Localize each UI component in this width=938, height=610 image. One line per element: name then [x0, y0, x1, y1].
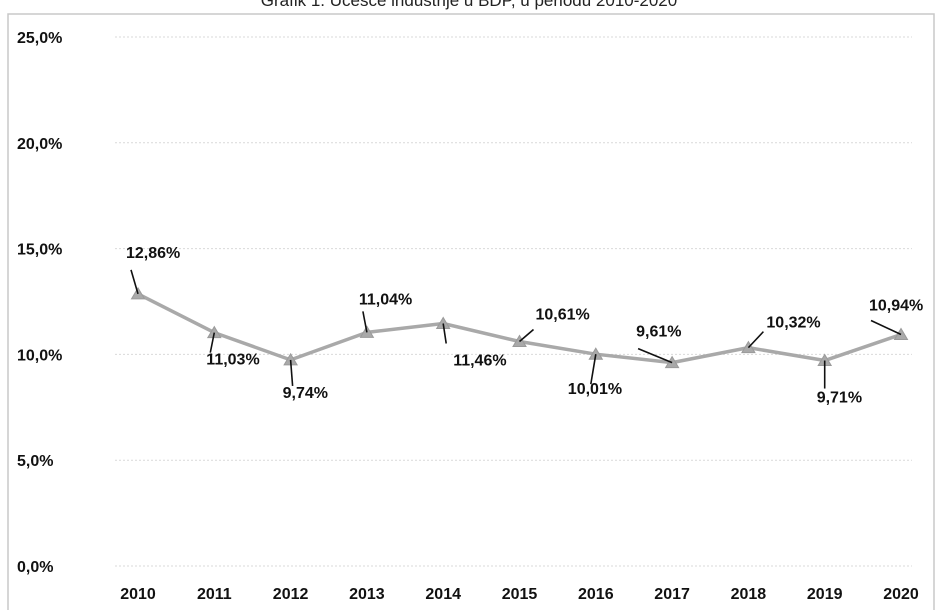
data-label-leader: [747, 331, 764, 349]
y-tick-label: 25,0%: [17, 30, 62, 47]
data-label-leader: [130, 269, 139, 295]
x-axis-ticks: 2010 2011 2012 2013 2014 2015 2016 2017 2018 2019…: [120, 586, 919, 603]
data-label-leader: [442, 323, 447, 344]
data-label-leader: [209, 332, 216, 353]
data-label-leader: [637, 347, 673, 364]
data-label: 9,71%: [817, 390, 862, 407]
data-label-leader: [518, 328, 535, 343]
y-axis-ticks: 0,0% 5,0% 10,0% 15,0% 20,0% 25,0%: [17, 30, 62, 576]
x-tick-label: 2011: [197, 586, 232, 603]
y-tick-label: 10,0%: [17, 347, 62, 364]
data-label: 12,86%: [126, 245, 180, 262]
data-point-marker: [206, 325, 222, 339]
y-tick-label: 15,0%: [17, 242, 62, 259]
chart-frame: [7, 13, 935, 610]
data-labels: 12,86% 11,03% 9,74% 11,04% 11,46% 10,61% 10,01…: [126, 245, 923, 407]
data-label: 10,32%: [766, 315, 820, 332]
data-label: 10,01%: [568, 381, 622, 398]
x-tick-label: 2020: [883, 586, 919, 603]
x-tick-label: 2013: [349, 586, 385, 603]
data-label: 9,74%: [283, 385, 328, 402]
x-tick-label: 2017: [654, 586, 690, 603]
y-tick-label: 5,0%: [17, 453, 53, 470]
data-label: 11,46%: [453, 353, 506, 370]
data-label-leader: [590, 354, 597, 385]
chart-title: Grafik 1. Učešće industrije u BDP, u per…: [260, 0, 678, 10]
data-label-leader: [870, 319, 902, 336]
data-point-marker: [588, 347, 604, 360]
data-label-leader: [289, 359, 294, 386]
data-label: 11,03%: [206, 352, 259, 369]
y-tick-label: 0,0%: [17, 559, 53, 576]
x-tick-label: 2019: [807, 586, 843, 603]
x-tick-label: 2012: [273, 586, 309, 603]
x-tick-label: 2016: [578, 586, 614, 603]
x-tick-label: 2010: [120, 586, 156, 603]
gridlines: [115, 36, 912, 567]
y-tick-label: 20,0%: [17, 136, 62, 153]
data-label: 9,61%: [636, 324, 681, 341]
x-tick-label: 2015: [502, 586, 538, 603]
data-label: 10,94%: [869, 298, 923, 315]
data-label: 11,04%: [359, 291, 412, 308]
x-tick-label: 2018: [731, 586, 767, 603]
data-label-leader: [362, 311, 368, 333]
data-label: 10,61%: [536, 306, 590, 323]
x-tick-label: 2014: [425, 586, 461, 603]
